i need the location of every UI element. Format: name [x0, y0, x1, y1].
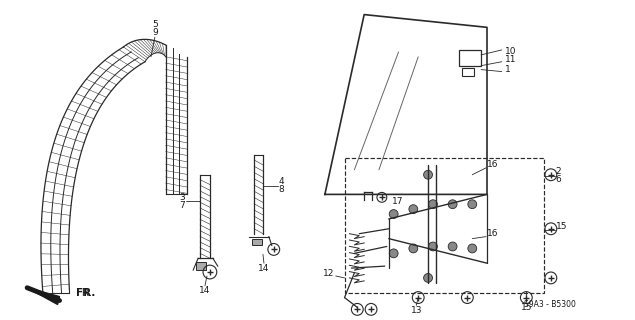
Text: 1: 1	[505, 65, 511, 74]
Text: 12: 12	[323, 268, 335, 277]
Text: 13: 13	[410, 306, 422, 315]
Text: 17: 17	[392, 197, 403, 206]
Text: 8: 8	[279, 185, 284, 194]
Circle shape	[424, 170, 432, 179]
Bar	[196, 262, 206, 270]
Circle shape	[389, 210, 398, 219]
Text: 9: 9	[152, 28, 157, 37]
Circle shape	[448, 242, 457, 251]
Circle shape	[424, 274, 432, 282]
Text: 6: 6	[556, 175, 561, 184]
Text: 16: 16	[487, 160, 498, 169]
Circle shape	[429, 200, 438, 209]
Circle shape	[429, 242, 438, 251]
Circle shape	[389, 249, 398, 258]
Text: 14: 14	[258, 264, 270, 273]
Text: 11: 11	[505, 55, 516, 64]
Text: 5: 5	[152, 20, 157, 29]
Circle shape	[409, 205, 418, 213]
Text: 7: 7	[180, 201, 185, 210]
Circle shape	[409, 244, 418, 253]
Text: 3: 3	[180, 193, 185, 202]
Text: 2: 2	[556, 167, 561, 176]
Circle shape	[468, 200, 477, 209]
Text: 14: 14	[199, 286, 211, 295]
Text: 16: 16	[487, 229, 498, 238]
Text: 15: 15	[556, 222, 567, 231]
Text: 15: 15	[521, 303, 532, 312]
Circle shape	[448, 200, 457, 209]
Text: 4: 4	[279, 177, 284, 186]
Bar	[460, 50, 481, 66]
Circle shape	[468, 244, 477, 253]
Text: FR.: FR.	[76, 288, 92, 298]
Bar	[345, 158, 544, 293]
Text: FR.: FR.	[76, 288, 96, 298]
Text: S9A3 - B5300: S9A3 - B5300	[524, 300, 575, 309]
Polygon shape	[27, 288, 60, 304]
Bar	[462, 68, 474, 76]
Bar	[252, 239, 262, 245]
Text: 10: 10	[505, 47, 516, 56]
